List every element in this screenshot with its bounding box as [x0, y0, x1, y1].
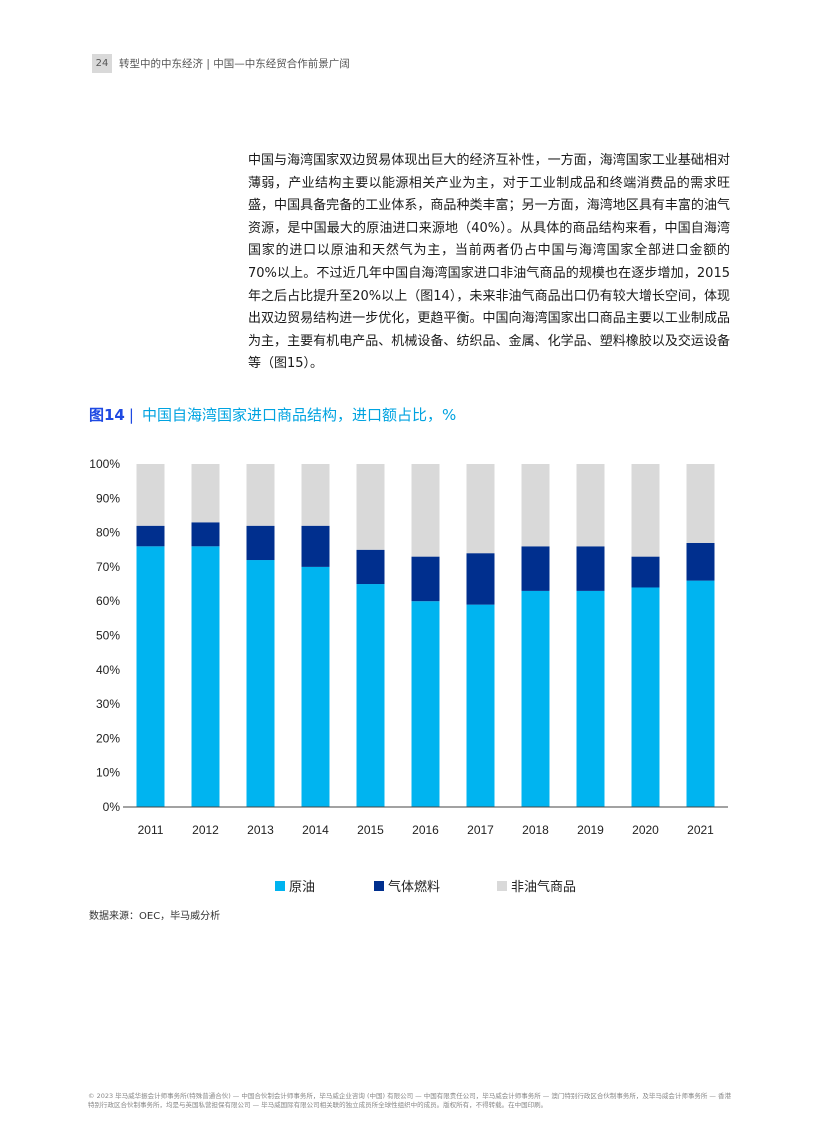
legend-label-gas-fuel: 气体燃料 [388, 880, 441, 895]
x-tick-label: 2017 [467, 823, 494, 837]
bar-segment [686, 542, 715, 581]
figure-number: 图14 [89, 406, 125, 424]
body-paragraph: 中国与海湾国家双边贸易体现出巨大的经济互补性，一方面，海湾国家工业基础相对薄弱，… [248, 153, 730, 372]
x-tick-label: 2011 [138, 823, 164, 837]
figure-title: 图14 | 中国自海湾国家进口商品结构，进口额占比，% [89, 404, 456, 425]
legend-swatch-gas-fuel [374, 880, 384, 891]
x-tick-label: 2013 [247, 823, 274, 837]
bar-segment [686, 580, 715, 807]
x-tick-label: 2016 [412, 823, 439, 837]
bar-segment [631, 556, 660, 588]
bar-segment [136, 525, 165, 547]
legend-item-crude-oil: 原油 [275, 876, 315, 895]
x-tick-label: 2015 [357, 823, 384, 837]
bar-segment [246, 560, 275, 807]
bar-segment [576, 546, 605, 591]
bar-segment [136, 546, 165, 807]
y-tick-label: 10% [96, 766, 120, 780]
y-tick-label: 90% [96, 491, 120, 505]
bar-segment [411, 556, 440, 602]
x-tick-label: 2021 [687, 823, 714, 837]
y-tick-label: 0% [103, 800, 121, 814]
bar-segment [521, 590, 550, 807]
bar-segment [466, 464, 495, 554]
chart-legend: 原油 气体燃料 非油气商品 [0, 876, 816, 895]
y-tick-label: 50% [96, 629, 120, 643]
legend-label-crude-oil: 原油 [289, 880, 316, 895]
bar-segment [466, 553, 495, 605]
bar-segment [576, 590, 605, 807]
page-number: 24 [92, 54, 112, 73]
bar-segment [301, 464, 330, 526]
legend-item-gas-fuel: 气体燃料 [374, 876, 440, 895]
bar-segment [191, 522, 220, 547]
copyright-footer: © 2023 毕马威华振会计师事务所(特殊普通合伙) — 中国合伙制会计师事务所… [88, 1092, 731, 1109]
header-title: 转型中的中东经济 | 中国—中东经贸合作前景广阔 [119, 58, 350, 70]
x-tick-label: 2020 [632, 823, 659, 837]
bar-segment [246, 464, 275, 526]
y-tick-label: 30% [96, 697, 120, 711]
y-tick-label: 40% [96, 663, 120, 677]
y-tick-label: 60% [96, 594, 120, 608]
bar-segment [631, 464, 660, 557]
x-tick-label: 2019 [577, 823, 604, 837]
legend-swatch-non-oil-gas [497, 880, 507, 891]
bar-segment [356, 464, 385, 550]
legend-swatch-crude-oil [275, 880, 285, 891]
stacked-bar-chart: 0% 10% 20% 30% 40% 50% 60% 70% 80% 90% 100% 2011 201… [89, 457, 728, 837]
bar-segment [356, 549, 385, 585]
bar-segment [301, 525, 330, 567]
bar-segment [191, 464, 220, 523]
bar-segment [411, 464, 440, 557]
y-tick-label: 80% [96, 526, 120, 540]
figure-caption: 中国自海湾国家进口商品结构，进口额占比，% [141, 406, 457, 424]
bar-segment [576, 464, 605, 547]
bar-segment [686, 464, 715, 543]
legend-item-non-oil-gas: 非油气商品 [497, 876, 576, 895]
figure-separator: | [128, 406, 134, 424]
bar-segment [301, 566, 330, 807]
bar-segment [246, 525, 275, 561]
bar-segment [411, 601, 440, 807]
bar-segment [521, 464, 550, 547]
x-tick-label: 2018 [522, 823, 549, 837]
y-tick-label: 20% [96, 731, 120, 745]
page-header: 24 转型中的中东经济 | 中国—中东经贸合作前景广阔 [92, 54, 350, 73]
bar-segment [191, 546, 220, 807]
bar-segment [521, 546, 550, 591]
bar-segment [356, 584, 385, 807]
data-source: 数据来源：OEC，毕马威分析 [89, 911, 221, 922]
x-tick-label: 2012 [192, 823, 219, 837]
legend-label-non-oil-gas: 非油气商品 [511, 880, 577, 895]
bar-segment [631, 587, 660, 807]
y-tick-label: 100% [89, 457, 120, 471]
bar-segment [136, 464, 165, 526]
y-tick-label: 70% [96, 560, 120, 574]
x-tick-label: 2014 [302, 823, 329, 837]
bar-segment [466, 604, 495, 807]
